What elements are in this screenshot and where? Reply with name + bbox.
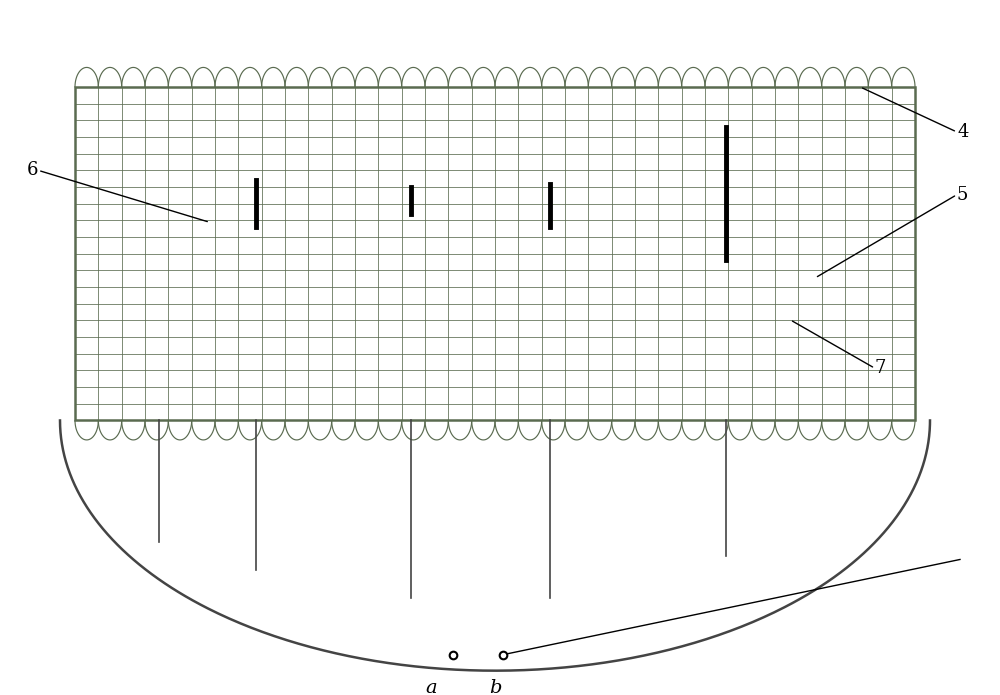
Bar — [75, 87, 915, 420]
Text: 6: 6 — [26, 161, 38, 179]
Text: b: b — [489, 679, 501, 695]
Text: 7: 7 — [875, 359, 886, 377]
Bar — [75, 87, 915, 420]
Text: 5: 5 — [957, 186, 968, 204]
Text: a: a — [425, 679, 437, 695]
Text: 4: 4 — [957, 123, 968, 141]
